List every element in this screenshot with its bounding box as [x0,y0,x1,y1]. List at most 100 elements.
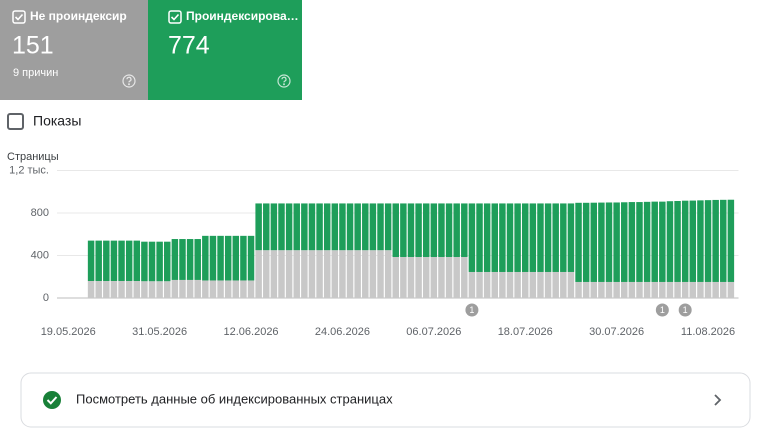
bar-segment [407,203,415,257]
checkbox-box [168,10,182,24]
bar-segment [621,281,628,298]
bar-segment [567,271,575,298]
bar-segment [666,201,674,282]
annotation-label: 1 [683,305,688,315]
bar-segment [445,203,453,257]
link-card[interactable]: Посмотреть данные об индексированных стр… [20,372,751,428]
bar-segment [133,240,141,281]
bar-segment [445,256,453,298]
bar-segment [575,202,582,282]
bar-segment [141,241,148,282]
bar-segment [247,235,255,281]
bar-segment [118,240,125,281]
bar-segment [148,241,156,282]
bar-segment [263,203,270,251]
bar-segment [392,256,399,298]
bar-segment [209,280,217,298]
x-tick-label: 30.07.2026 [589,326,644,338]
bar-segment [240,280,247,298]
bar-segment [339,203,346,251]
checkbox[interactable] [168,10,182,24]
ok-icon [43,391,61,409]
bar-segment [354,250,361,298]
bar-segment [438,256,445,298]
bar-segment [544,271,552,298]
bar-segment [521,203,529,272]
bar-segment [400,256,407,298]
bar-segment [552,203,559,272]
bar-segment [346,203,354,251]
bar-segment [110,240,118,281]
bar-segment [179,279,186,298]
bar-segment [103,281,110,298]
bar-segment [110,281,118,298]
bar-segment [194,279,201,298]
bar-segment [194,239,201,280]
bar-segment [270,203,278,251]
bar-segment [415,203,422,257]
bar-segment [590,202,598,282]
x-tick-label: 18.07.2026 [498,326,553,338]
bar-segment [727,199,735,282]
bar-segment [529,203,537,272]
annotation[interactable]: 1 [655,303,669,317]
bar-segment [689,200,697,282]
x-tick-label: 19.05.2026 [41,326,96,338]
bar-segment [270,250,278,298]
bar-segment [491,271,499,298]
bar-segment [438,203,445,257]
bar-segment [537,271,544,298]
bar-segment [316,203,323,251]
bar-segment [240,235,247,281]
card-value: 151 [12,32,54,60]
bar-segment [636,281,643,298]
bar-segment [720,281,727,298]
bar-segment [339,250,346,298]
bar-segment [95,240,102,281]
bar-segment [308,250,316,298]
bar-segment [613,202,620,282]
annotation[interactable]: 1 [678,303,692,317]
summary-card[interactable] [148,0,302,100]
annotation-marker [678,303,692,317]
annotation-label: 1 [469,305,474,315]
bar-segment [689,281,697,298]
bar-segment [141,281,148,298]
bar-segment [293,250,300,298]
bar-segment [712,281,719,298]
bar-segment [628,202,636,282]
bar-segment [164,281,171,298]
bar-segment [202,235,209,281]
bar-segment [628,281,636,298]
bar-segment [369,250,377,298]
help-icon[interactable] [277,74,291,88]
bar-segment [491,203,499,272]
bar-segment [537,203,544,272]
bar-segment [453,256,460,298]
bar-segment [400,203,407,257]
bar-segment [331,250,339,298]
checkbox[interactable] [7,113,24,130]
bar-segment [293,203,300,251]
bar-segment [377,203,384,251]
bar-segment [521,271,529,298]
bar-segment [186,239,194,280]
checkbox[interactable] [12,10,26,24]
bar-segment [308,203,316,251]
bar-segment [179,239,186,280]
bar-segment [301,203,308,251]
bar-segment [598,281,605,298]
bar-segment [560,203,567,272]
annotation[interactable]: 1 [465,303,479,317]
bar-segment [598,202,605,282]
bar-segment [323,203,331,251]
bar-segment [613,281,620,298]
check [170,13,180,21]
bar-segment [202,280,209,298]
bar-segment [430,256,438,298]
help-icon[interactable] [122,74,136,88]
y-tick-label: 400 [31,249,49,261]
bar-segment [331,203,339,251]
bar-segment [529,271,537,298]
link-card-box [20,372,751,428]
